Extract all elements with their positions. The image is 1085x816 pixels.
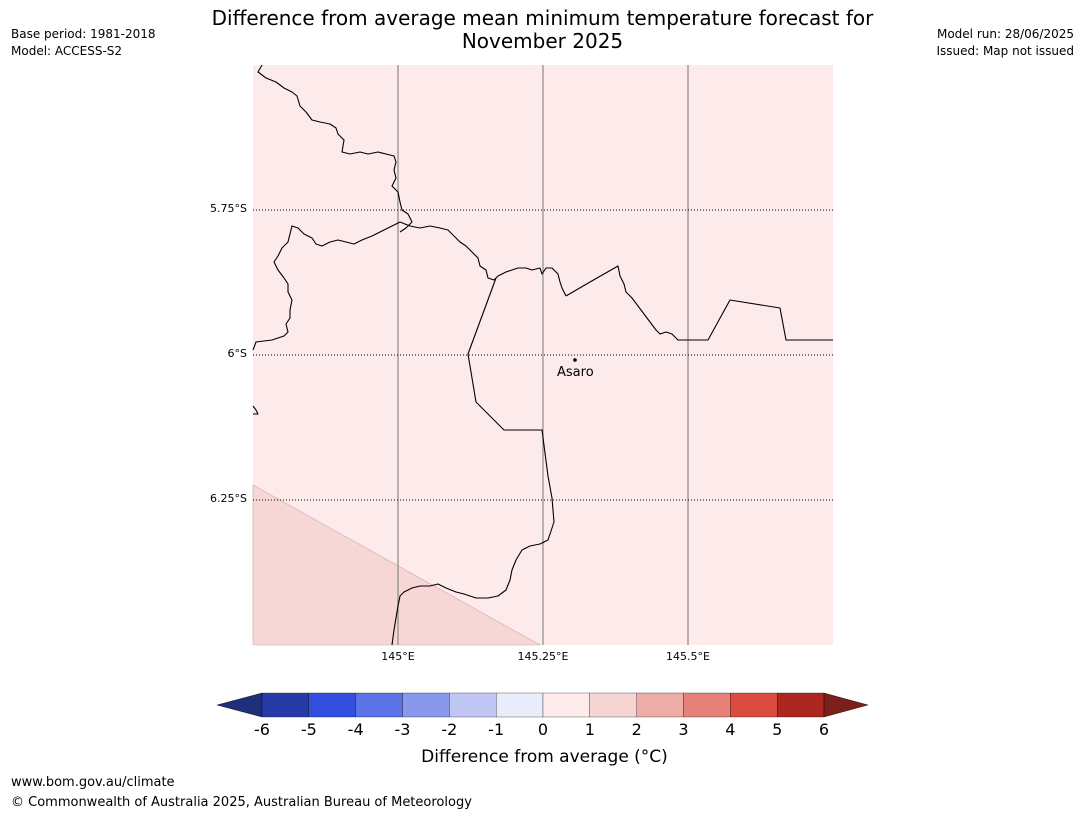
colorbar-tick-label: 2 <box>631 720 642 739</box>
boundary-north-west <box>257 64 413 233</box>
colorbar-tick-label: 4 <box>725 720 736 739</box>
footer-url: www.bom.gov.au/climate <box>11 775 175 790</box>
colorbar-cell <box>636 692 684 718</box>
town-marker <box>573 358 577 362</box>
colorbar-tick-label: -4 <box>347 720 364 739</box>
lon-label-145-25e: 145.25°E <box>517 650 569 663</box>
parallel-lines <box>253 209 833 501</box>
boundary-west-fragment <box>252 405 259 415</box>
lat-label-5-75s: 5.75°S <box>210 202 247 215</box>
map-title-line-2: November 2025 <box>461 29 624 53</box>
colorbar-cell <box>683 692 731 718</box>
colorbar-tick-label: 5 <box>772 720 783 739</box>
colorbar-under-arrow <box>216 692 263 718</box>
lat-label-6-25s: 6.25°S <box>210 492 247 505</box>
colorbar <box>216 692 869 718</box>
colorbar-cell <box>730 692 778 718</box>
issued-status: Issued: Map not issued <box>936 44 1074 58</box>
map-title-line-1: Difference from average mean minimum tem… <box>211 6 874 30</box>
base-period: Base period: 1981-2018 <box>11 27 156 41</box>
colorbar-over-arrow <box>823 692 869 718</box>
colorbar-tick-label: -1 <box>488 720 505 739</box>
colorbar-cell <box>402 692 450 718</box>
colorbar-cell <box>777 692 825 718</box>
colorbar-cell <box>542 692 590 718</box>
colorbar-tick-label: -2 <box>441 720 458 739</box>
boundary-ridge-east <box>399 221 567 297</box>
lon-label-145-5e: 145.5°E <box>666 650 710 663</box>
colorbar-label: Difference from average (°C) <box>421 747 668 767</box>
lon-label-145e: 145°E <box>381 650 415 663</box>
model-run: Model run: 28/06/2025 <box>936 27 1074 41</box>
metadata-left: Base period: 1981-2018 Model: ACCESS-S2 <box>11 26 156 60</box>
footer-copyright: © Commonwealth of Australia 2025, Austra… <box>11 795 472 810</box>
boundary-inner-district <box>391 277 555 646</box>
colorbar-tick-label: -3 <box>394 720 411 739</box>
colorbar-tick-label: -5 <box>300 720 317 739</box>
town-label-asaro: Asaro <box>557 365 594 380</box>
colorbar-tick-label: 3 <box>678 720 689 739</box>
colorbar-cell <box>308 692 356 718</box>
colorbar-tick-label: 1 <box>584 720 595 739</box>
colorbar-cell <box>449 692 497 718</box>
colorbar-cell <box>496 692 544 718</box>
colorbar-cell <box>589 692 637 718</box>
colorbar-cell <box>261 692 309 718</box>
colorbar-tick-label: 6 <box>818 720 830 739</box>
anomaly-fill-corner <box>252 484 542 646</box>
boundary-central-ridge <box>252 221 401 351</box>
lat-label-6s: 6°S <box>227 347 247 360</box>
province-boundaries <box>252 64 833 646</box>
colorbar-cell <box>355 692 403 718</box>
colorbar-tick-label: -6 <box>254 720 270 739</box>
colorbar-tick-label: 0 <box>537 720 549 739</box>
model-name: Model: ACCESS-S2 <box>11 44 123 58</box>
boundary-east-zigzag <box>565 265 833 341</box>
map-title: Difference from average mean minimum tem… <box>0 7 1085 53</box>
metadata-right: Model run: 28/06/2025 Issued: Map not is… <box>936 26 1074 60</box>
